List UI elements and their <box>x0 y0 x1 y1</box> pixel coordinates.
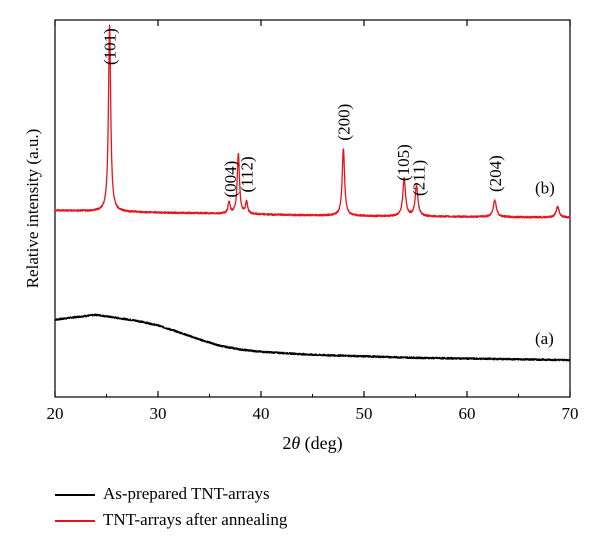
x-axis-label: 2θ (deg) <box>282 433 342 454</box>
series-annealed-line <box>54 24 571 219</box>
legend-swatch-annealed <box>55 520 95 522</box>
peak-label: (112) <box>238 156 257 192</box>
peak-label: (101) <box>101 28 120 65</box>
legend-item-as-prepared: As-prepared TNT-arrays <box>55 484 475 510</box>
legend: As-prepared TNT-arrays TNT-arrays after … <box>55 484 475 536</box>
x-tick-label: 50 <box>356 404 373 423</box>
peak-label: (004) <box>221 161 240 198</box>
peak-label: (105) <box>394 144 413 181</box>
legend-label-annealed: TNT-arrays after annealing <box>103 510 288 529</box>
x-tick-label: 70 <box>562 404 579 423</box>
series-as-prepared-line <box>54 313 571 362</box>
curve-label: (a) <box>535 329 554 348</box>
peak-label: (200) <box>334 104 353 141</box>
peak-label: (204) <box>486 155 505 192</box>
legend-swatch-as-prepared <box>55 494 95 496</box>
x-tick-label: 60 <box>459 404 476 423</box>
x-tick-label: 40 <box>253 404 270 423</box>
curve-label: (b) <box>535 178 555 197</box>
x-tick-label: 20 <box>47 404 64 423</box>
legend-label-as-prepared: As-prepared TNT-arrays <box>103 484 270 503</box>
peak-label: (211) <box>410 160 429 196</box>
y-axis-label: Relative intensity (a.u.) <box>23 129 42 289</box>
legend-item-annealed: TNT-arrays after annealing <box>55 510 475 536</box>
x-tick-label: 30 <box>150 404 167 423</box>
